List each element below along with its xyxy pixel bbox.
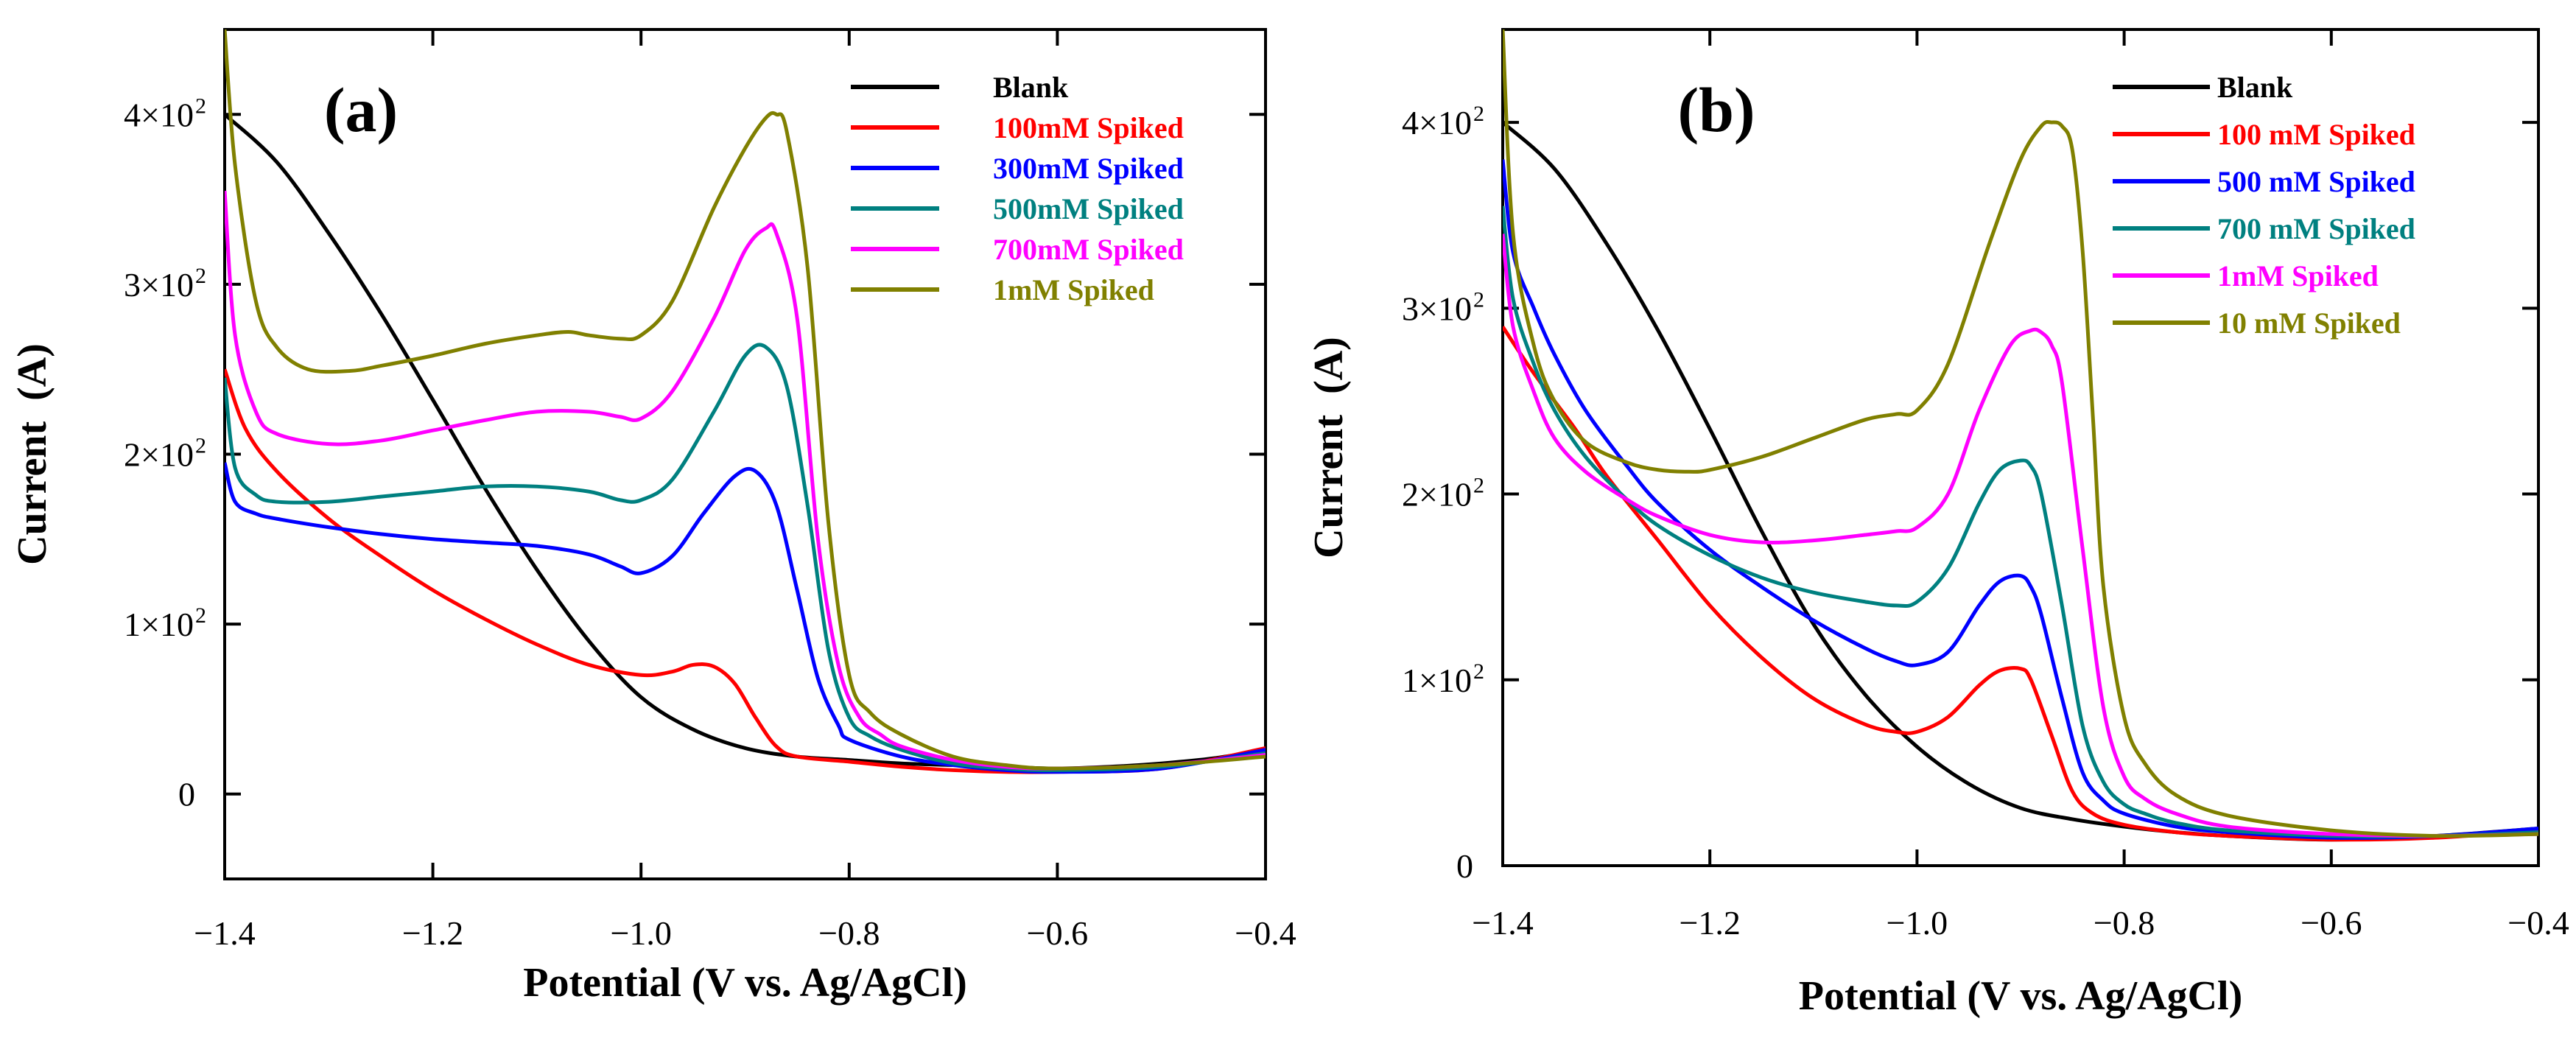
y-tick-exponent: 2: [1473, 659, 1484, 684]
chart-panel-a: −1.4 −1.2 −1.0 −0.8 −0.6 −0.401×10 22×10 23×10 2…: [10, 28, 1296, 1006]
legend: Blank 100mM Spiked 300mM Spiked 500mM Spike…: [851, 71, 1184, 306]
x-tick-label: −1.4: [1472, 904, 1533, 942]
y-tick-label: 4×10: [1402, 104, 1472, 141]
legend-label-100mm-spiked: 100mM Spiked: [993, 111, 1184, 144]
y-tick-label: 3×10: [1402, 290, 1472, 327]
series-line-100-mm-spiked: [1503, 326, 2538, 842]
x-tick-label: −0.8: [818, 914, 880, 952]
y-tick-label: 2×10: [1402, 476, 1472, 514]
x-axis-title: Potential (V vs. Ag/AgCl): [1799, 973, 2243, 1019]
y-tick-exponent: 2: [195, 264, 206, 288]
y-tick-label: 3×10: [124, 266, 194, 304]
series-line-500-mm-spiked: [1503, 159, 2538, 840]
y-tick-exponent: 2: [195, 434, 206, 458]
x-tick-label: −0.4: [2507, 904, 2569, 942]
legend-label-100-mm-spiked: 100 mM Spiked: [2217, 118, 2415, 151]
series-line-1mm-spiked: [225, 29, 1266, 771]
series-line-10-mm-spiked: [1503, 29, 2538, 838]
panel-label: (b): [1677, 74, 1755, 145]
legend-label-300mm-spiked: 300mM Spiked: [993, 152, 1184, 185]
x-tick-label: −0.6: [2300, 904, 2362, 942]
x-axis-title: Potential (V vs. Ag/AgCl): [523, 960, 967, 1006]
y-tick-label: 1×10: [1402, 662, 1472, 699]
y-tick-exponent: 2: [1473, 474, 1484, 498]
x-tick-label: −0.4: [1235, 914, 1296, 952]
series-line-500mm-spiked: [225, 343, 1266, 772]
y-tick-exponent: 2: [195, 94, 206, 118]
legend-label-1mm-spiked: 1mM Spiked: [2217, 259, 2379, 292]
legend: Blank 100 mM Spiked 500 mM Spiked 700 mM Sp…: [2113, 71, 2415, 340]
x-tick-label: −0.6: [1027, 914, 1088, 952]
y-axis-title: Current (A): [1306, 337, 1352, 558]
x-tick-label: −1.2: [402, 914, 463, 952]
legend-label-700mm-spiked: 700mM Spiked: [993, 233, 1184, 266]
legend-label-blank: Blank: [2217, 71, 2293, 104]
plot-frame: [1501, 28, 2540, 867]
y-tick-label: 0: [178, 776, 195, 813]
x-tick-label: −1.4: [194, 914, 255, 952]
panel-label: (a): [324, 74, 398, 145]
y-tick-label: 2×10: [124, 436, 194, 474]
legend-label-700-mm-spiked: 700 mM Spiked: [2217, 212, 2415, 245]
series-line-700mm-spiked: [225, 190, 1266, 771]
series-line-700-mm-spiked: [1503, 206, 2538, 838]
y-axis-title: Current (A): [10, 343, 55, 565]
y-tick-label: 0: [1456, 847, 1473, 885]
y-tick-label: 1×10: [124, 606, 194, 643]
x-tick-label: −1.2: [1679, 904, 1740, 942]
legend-label-1mm-spiked: 1mM Spiked: [993, 273, 1154, 306]
y-tick-label: 4×10: [124, 96, 194, 133]
series-line-300mm-spiked: [225, 462, 1266, 774]
series-line-100mm-spiked: [225, 368, 1266, 774]
series-lines: [1503, 29, 2538, 842]
x-tick-label: −0.8: [2094, 904, 2155, 942]
y-tick-exponent: 2: [1473, 287, 1484, 312]
legend-label-500mm-spiked: 500mM Spiked: [993, 192, 1184, 225]
legend-label-10-mm-spiked: 10 mM Spiked: [2217, 306, 2401, 340]
x-tick-label: −1.0: [610, 914, 671, 952]
chart-panel-b: −1.4 −1.2 −1.0 −0.8 −0.6 −0.401×10 22×10 23×10 2…: [1306, 28, 2569, 1019]
legend-label-blank: Blank: [993, 71, 1069, 104]
series-line-1mm-spiked: [1503, 234, 2538, 838]
x-tick-label: −1.0: [1887, 904, 1948, 942]
y-tick-exponent: 2: [195, 603, 206, 628]
y-tick-exponent: 2: [1473, 102, 1484, 126]
series-lines: [225, 29, 1266, 774]
legend-label-500-mm-spiked: 500 mM Spiked: [2217, 165, 2415, 198]
